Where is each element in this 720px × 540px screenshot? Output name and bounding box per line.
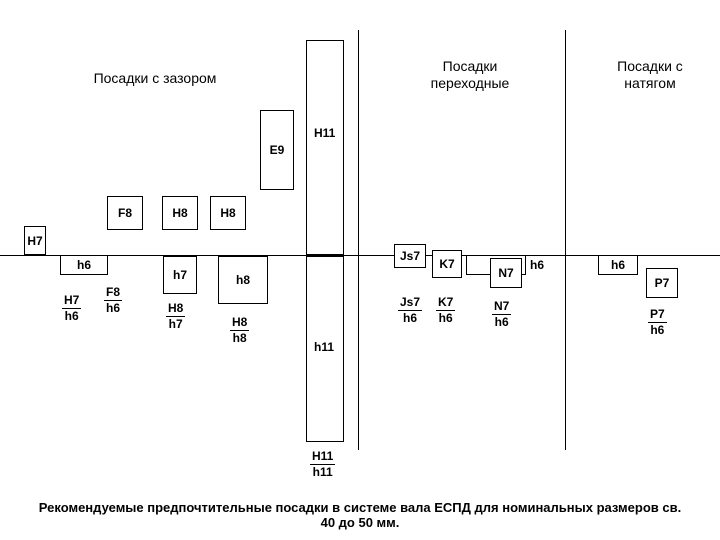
fit-fraction-F8_h6: F8h6 [104,286,122,315]
tolerance-box-h8: h8 [218,256,268,304]
section-divider [565,30,566,450]
tolerance-box-K7: K7 [432,250,462,278]
fit-fraction-K7_h6: K7h6 [436,296,455,325]
fraction-denominator: h11 [310,465,335,479]
fraction-denominator: h6 [62,309,81,323]
fraction-denominator: h6 [104,301,122,315]
tolerance-box-F8: F8 [107,196,143,230]
fit-fraction-P7_h6: P7h6 [648,308,667,337]
tolerance-box-H11top [306,40,344,255]
label-h6r_lbl: h6 [530,258,544,272]
tolerance-box-h7: h7 [163,256,197,294]
tolerance-box-H7: H7 [24,226,46,255]
fit-fraction-H8_h8: H8h8 [230,316,249,345]
fit-fraction-Js7_h6: Js7h6 [398,296,422,325]
fraction-denominator: h7 [166,317,185,331]
fraction-denominator: h6 [436,311,455,325]
fraction-numerator: F8 [104,286,122,301]
label-H11lbl: H11 [314,126,335,140]
fraction-denominator: h6 [648,323,667,337]
tolerance-box-H8b: H8 [210,196,246,230]
fraction-numerator: H8 [166,302,185,317]
fraction-numerator: K7 [436,296,455,311]
tolerance-box-H8: H8 [162,196,198,230]
tolerance-box-P7: P7 [646,268,678,298]
fit-fraction-N7_h6: N7h6 [492,300,511,329]
caption: Рекомендуемые предпочтительные посадки в… [0,500,720,530]
caption-line2: 40 до 50 мм. [0,515,720,530]
caption-line1: Рекомендуемые предпочтительные посадки в… [0,500,720,515]
fraction-numerator: H8 [230,316,249,331]
fraction-numerator: P7 [648,308,667,323]
fit-fraction-H11_h11: H11h11 [310,450,335,479]
heading-transition: Посадки переходные [400,58,540,92]
fraction-numerator: N7 [492,300,511,315]
fraction-denominator: h6 [398,311,422,325]
fit-fraction-H7_h6: H7h6 [62,294,81,323]
fit-fraction-H8_h7: H8h7 [166,302,185,331]
tolerance-box-Js7: Js7 [394,244,426,268]
tolerance-box-N7: N7 [490,258,522,288]
tolerance-box-h6: h6 [60,255,108,275]
section-divider [358,30,359,450]
fraction-numerator: Js7 [398,296,422,311]
fraction-denominator: h6 [492,315,511,329]
fraction-numerator: H11 [310,450,335,465]
fraction-numerator: H7 [62,294,81,309]
tolerance-box-E9: E9 [260,110,294,190]
heading-clearance: Посадки с зазором [60,70,250,87]
heading-interference: Посадки с натягом [590,58,710,92]
fraction-denominator: h8 [230,331,249,345]
tolerance-box-h6p: h6 [598,255,638,275]
label-h11lbl: h11 [314,340,334,354]
